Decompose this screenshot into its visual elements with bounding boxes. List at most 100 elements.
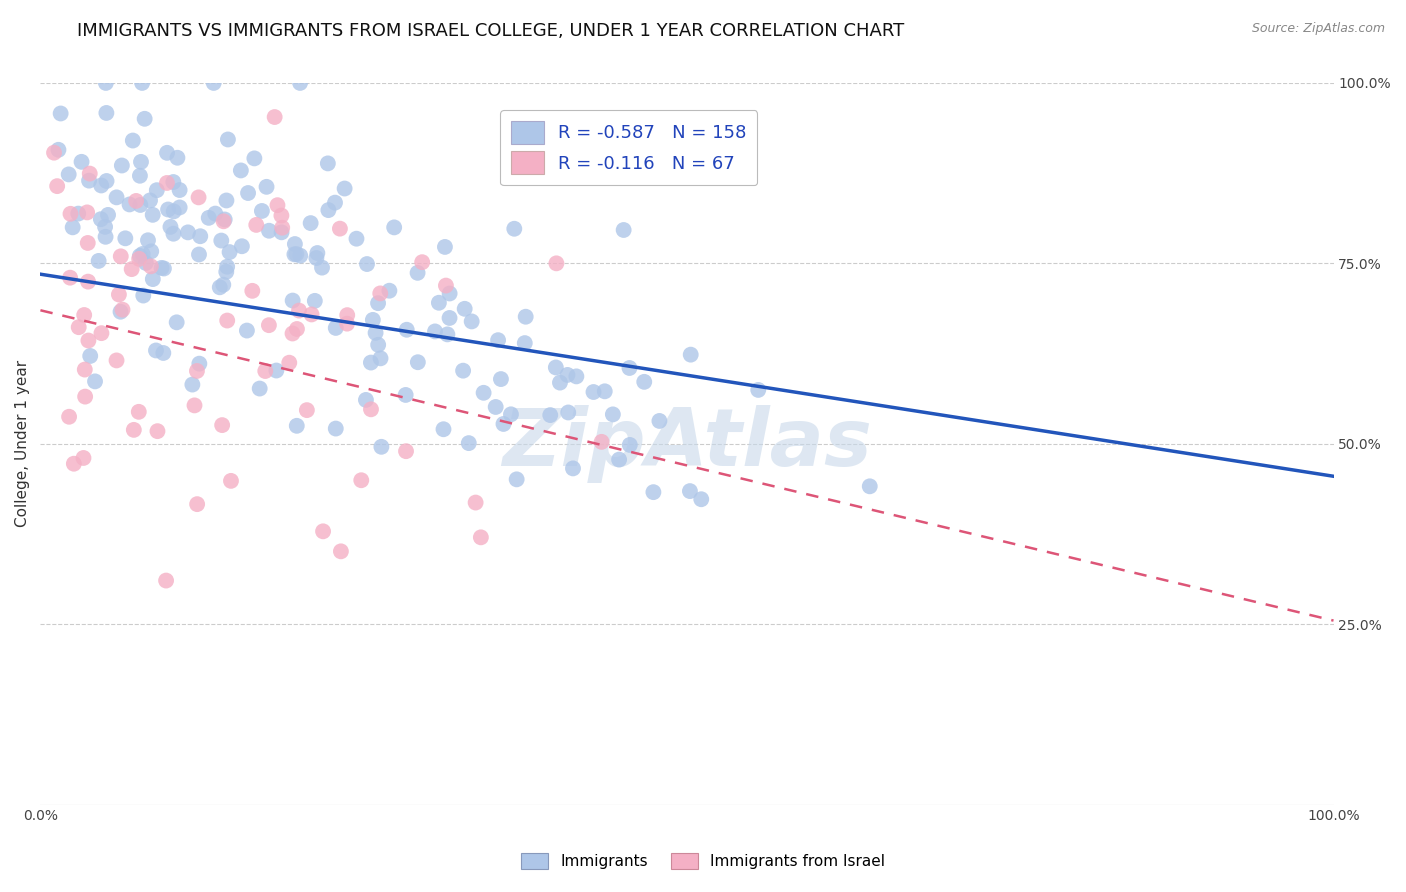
Point [360, 402, 382, 417]
Point [146, 183, 169, 197]
Point [145, 343, 167, 358]
Point [859, 479, 882, 493]
Point [49, 106, 72, 120]
Point [257, 224, 280, 238]
Point [67, 320, 90, 334]
Point [249, 382, 271, 396]
Point [72, 450, 94, 465]
Point [76, 235, 98, 250]
Legend: Immigrants, Immigrants from Israel: Immigrants, Immigrants from Israel [515, 847, 891, 875]
Point [318, 203, 340, 218]
Point [110, 249, 132, 263]
Point [129, 169, 152, 183]
Point [295, 403, 318, 417]
Point [350, 473, 373, 487]
Point [70, 154, 93, 169]
Point [395, 444, 418, 458]
Point [382, 220, 405, 235]
Point [135, 256, 157, 270]
Point [411, 255, 433, 269]
Point [131, 247, 153, 261]
Point [307, 246, 329, 260]
Point [679, 484, 702, 499]
Point [162, 175, 184, 189]
Point [187, 190, 209, 204]
Point [177, 226, 200, 240]
Point [395, 323, 418, 337]
Point [219, 474, 242, 488]
Point [346, 232, 368, 246]
Point [58, 168, 80, 182]
Point [378, 284, 401, 298]
Point [139, 194, 162, 208]
Point [288, 303, 311, 318]
Point [316, 156, 339, 170]
Point [163, 204, 186, 219]
Point [266, 363, 288, 377]
Point [285, 418, 308, 433]
Point [364, 326, 387, 340]
Point [250, 204, 273, 219]
Point [208, 280, 231, 294]
Point [142, 272, 165, 286]
Point [48, 143, 70, 157]
Point [128, 405, 150, 419]
Point [202, 76, 225, 90]
Point [460, 314, 482, 328]
Point [472, 385, 495, 400]
Point [489, 372, 512, 386]
Point [312, 524, 335, 539]
Point [183, 398, 205, 412]
Point [218, 245, 240, 260]
Point [565, 369, 588, 384]
Point [76, 205, 98, 219]
Point [281, 326, 304, 341]
Point [492, 417, 515, 431]
Point [58, 409, 80, 424]
Point [325, 321, 347, 335]
Point [301, 308, 323, 322]
Point [285, 247, 308, 261]
Point [538, 408, 561, 422]
Point [90, 212, 112, 227]
Point [121, 134, 143, 148]
Point [406, 266, 429, 280]
Point [243, 152, 266, 166]
Point [360, 355, 382, 369]
Point [470, 530, 492, 544]
Point [336, 317, 359, 331]
Point [593, 384, 616, 399]
Point [110, 304, 132, 318]
Point [240, 284, 263, 298]
Point [457, 436, 479, 450]
Point [427, 295, 450, 310]
Point [607, 452, 630, 467]
Point [619, 361, 641, 376]
Point [503, 221, 526, 235]
Point [288, 76, 311, 90]
Point [209, 234, 232, 248]
Point [42, 145, 65, 160]
Point [464, 495, 486, 509]
Point [370, 440, 392, 454]
Point [548, 376, 571, 390]
Point [186, 497, 208, 511]
Point [329, 221, 352, 235]
Point [299, 216, 322, 230]
Point [181, 377, 204, 392]
Point [643, 485, 665, 500]
Point [156, 145, 179, 160]
Point [156, 176, 179, 190]
Point [188, 229, 211, 244]
Y-axis label: College, Under 1 year: College, Under 1 year [15, 360, 30, 527]
Point [263, 110, 285, 124]
Point [188, 247, 211, 261]
Point [155, 574, 177, 588]
Point [434, 278, 457, 293]
Point [128, 252, 150, 266]
Point [602, 408, 624, 422]
Point [169, 201, 191, 215]
Point [79, 349, 101, 363]
Point [257, 318, 280, 333]
Point [94, 219, 117, 234]
